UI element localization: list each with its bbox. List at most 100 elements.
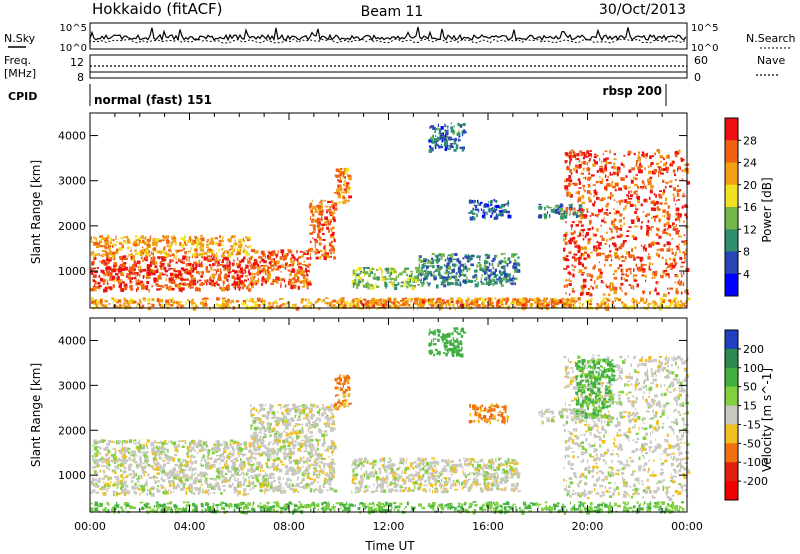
scatter-cell-6 [503,260,507,264]
scatter-cell-0 [92,262,94,266]
scatter-cell-2 [267,254,269,259]
scatter-cell-10 [628,226,632,228]
scatter-cell-5 [370,284,374,287]
scatter-cell-10 [628,284,631,286]
scatter-cell-0 [217,487,221,490]
scatter-cell-3 [315,219,320,222]
scatter-cell-10 [579,196,582,200]
scatter-cell-10 [660,156,665,159]
scatter-cell-4 [342,173,345,178]
scatter-cell-6 [429,259,431,264]
scatter-cell-0 [161,484,163,487]
scatter-cell-6 [423,269,427,272]
scatter-cell-3 [330,229,333,232]
scatter-cell-2 [269,270,271,275]
scatter-cell-0 [243,284,246,288]
scatter-cell-0 [125,470,127,474]
scatter-cell-0 [230,473,235,477]
scatter-cell-10 [591,226,594,230]
scatter-cell-1 [161,239,166,241]
scatter-cell-11 [262,299,266,304]
scatter-cell-0 [214,259,218,263]
scatter-cell-11 [548,301,550,306]
scatter-cell-10 [637,217,640,222]
scatter-cell-11 [520,300,523,305]
scatter-cell-11 [511,300,515,303]
scatter-cell-10 [648,265,651,269]
scatter-cell-7 [432,127,436,130]
scatter-cell-11 [365,305,369,309]
scatter-cell-0 [139,265,142,270]
scatter-cell-4 [343,184,345,186]
scatter-cell-0 [233,471,237,475]
scatter-cell-12 [437,299,442,304]
scatter-cell-11 [195,304,198,308]
scatter-cell-1 [101,250,106,252]
scatter-cell-2 [277,278,281,281]
scatter-cell-10 [574,240,578,243]
scatter-cell-3 [323,253,326,258]
scatter-cell-3 [310,240,312,244]
scatter-cell-11 [369,300,373,304]
scatter-cell-0 [153,269,157,273]
scatter-cell-11 [605,297,607,300]
scatter-cell-10 [587,166,590,171]
scatter-cell-10 [633,153,636,156]
scatter-cell-11 [266,306,269,309]
scatter-cell-10 [609,256,613,258]
scatter-cell-10 [569,150,572,154]
scatter-cell-10 [617,267,620,270]
scatter-cell-5 [413,275,417,280]
scatter-cell-11 [669,303,672,307]
scatter-cell-10 [609,172,612,176]
scatter-cell-2 [306,284,309,288]
scatter-cell-3 [319,227,322,231]
scatter-cell-10 [643,264,647,266]
nsearch-label: N.Search [746,32,796,45]
scatter-cell-0 [155,468,160,471]
scatter-cell-11 [103,306,107,309]
scatter-cell-0 [120,474,124,478]
scatter-cell-10 [614,189,617,192]
scatter-cell-3 [317,250,321,254]
scatter-cell-12 [462,301,464,303]
scatter-cell-0 [163,463,166,467]
scatter-cell-10 [638,170,641,174]
nave-label: Nave [757,54,785,67]
scatter-cell-10 [673,173,676,177]
scatter-cell-10 [666,248,671,252]
scatter-cell-10 [672,160,675,164]
scatter-cell-2 [291,268,295,271]
scatter-cell-1 [266,426,269,430]
scatter-cell-0 [213,448,216,451]
scatter-cell-10 [669,162,672,165]
scatter-cell-1 [245,244,247,247]
scatter-cell-10 [627,268,632,271]
scatter-cell-1 [227,238,232,242]
scatter-cell-2 [259,255,261,259]
scatter-cell-8 [484,203,486,206]
scatter-cell-2 [291,267,294,270]
scatter-cell-0 [96,480,101,482]
scatter-cell-0 [108,463,111,467]
scatter-cell-6 [517,256,520,259]
scatter-cell-1 [155,244,158,247]
scatter-cell-6 [464,263,466,266]
scatter-cell-0 [113,481,116,484]
scatter-cell-0 [198,288,201,292]
scatter-cell-5 [376,268,379,271]
scatter-cell-11 [178,301,183,304]
scatter-cell-10 [664,214,666,218]
cpid-mode-rbsp: rbsp 200 [603,84,662,98]
scatter-cell-0 [121,453,126,455]
scatter-cell-6 [427,260,431,264]
scatter-cell-12 [390,301,395,304]
scatter-cell-6 [421,273,426,276]
scatter-cell-0 [201,261,203,264]
scatter-cell-6 [447,282,449,286]
scatter-cell-11 [501,297,504,302]
scatter-cell-0 [245,487,247,492]
scatter-cell-1 [126,241,131,244]
scatter-cell-11 [215,303,218,306]
scatter-cell-5 [409,275,413,280]
